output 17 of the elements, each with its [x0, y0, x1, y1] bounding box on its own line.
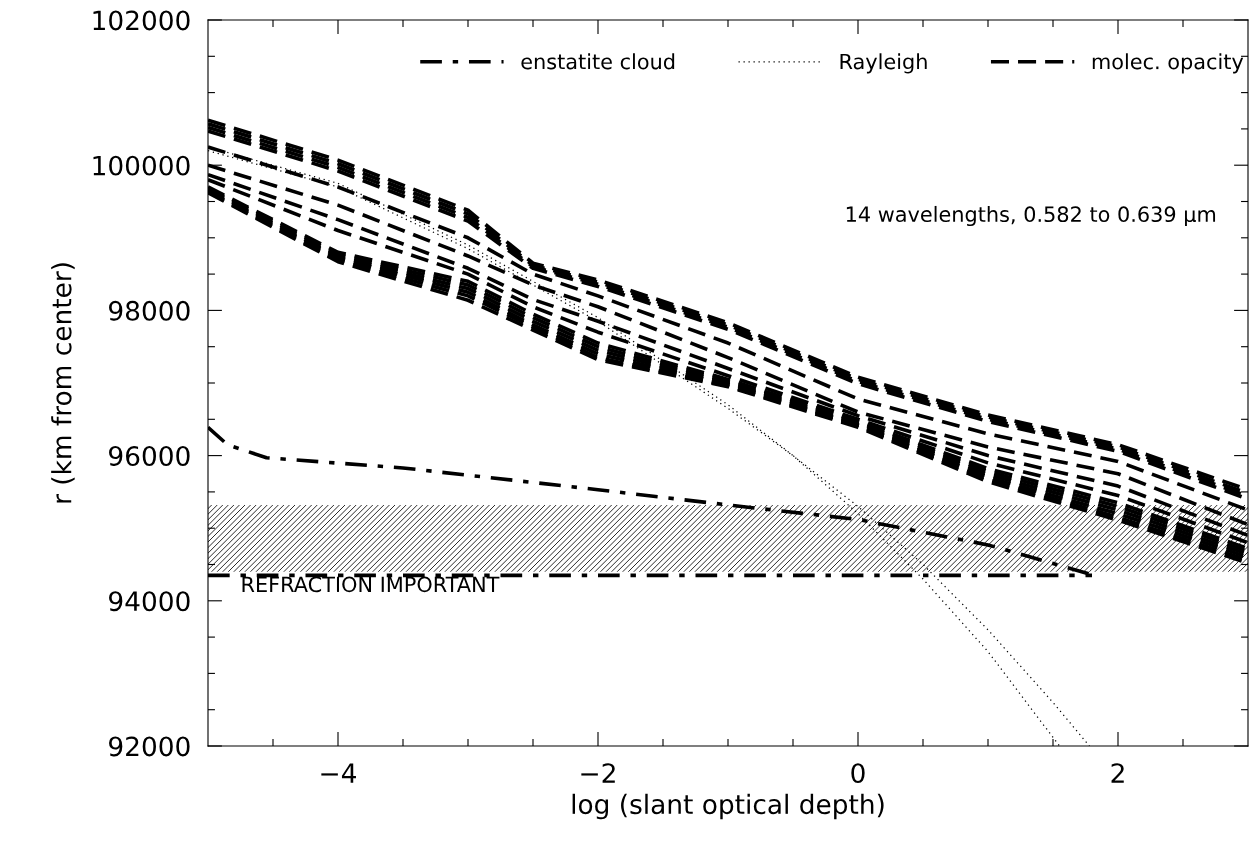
x-tick-label: −4 — [321, 763, 356, 783]
y-tick-label: 94000 — [109, 591, 190, 612]
y-tick-label: 100000 — [93, 155, 190, 176]
annotation: 14 wavelengths, 0.582 to 0.639 μm — [846, 205, 1216, 227]
y-axis-title: r (km from center) — [51, 263, 75, 503]
y-tick-label: 96000 — [109, 446, 190, 466]
legend-label: Rayleigh — [840, 53, 927, 74]
y-tick-label: 92000 — [109, 736, 190, 757]
legend-label: enstatite cloud — [521, 53, 675, 70]
y-tick-label: 102000 — [93, 10, 190, 31]
x-tick-label: −2 — [581, 763, 615, 783]
y-tick-label: 98000 — [109, 300, 190, 321]
x-tick-label: 2 — [1111, 763, 1124, 783]
band-label: REFRACTION IMPORTANT — [242, 576, 500, 593]
legend-label: molec. opacity — [1092, 53, 1244, 74]
x-axis-title: log (slant optical depth) — [572, 793, 884, 820]
x-tick-label: 0 — [851, 763, 865, 784]
